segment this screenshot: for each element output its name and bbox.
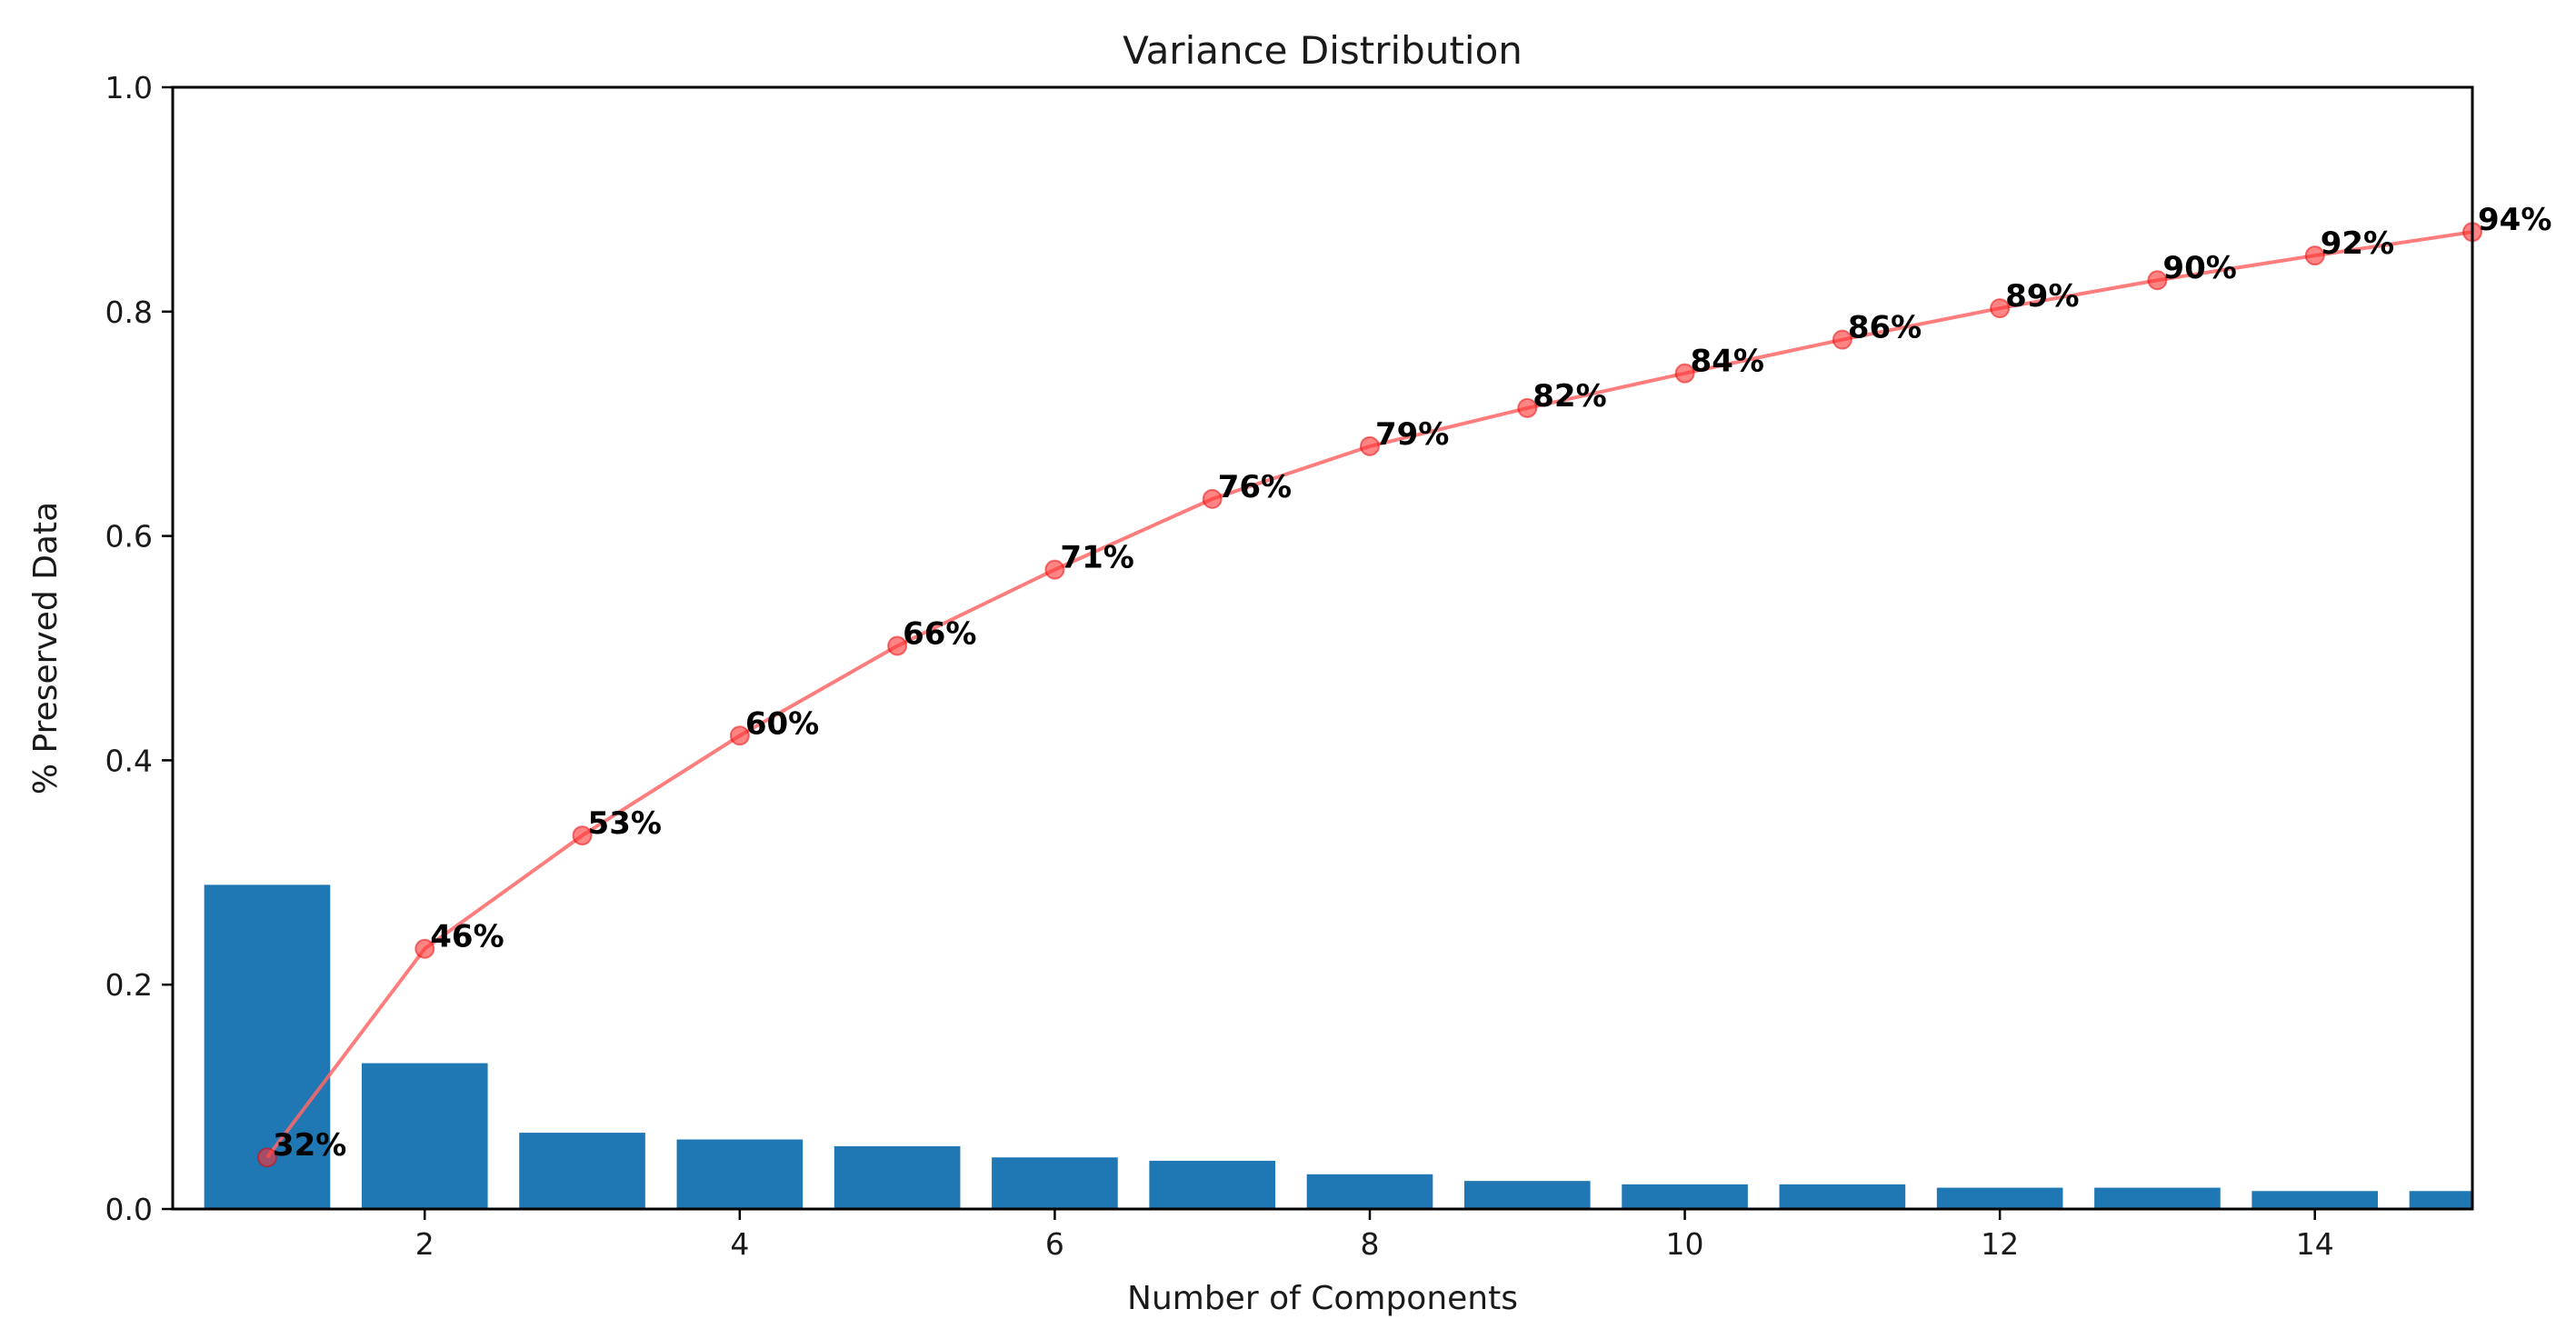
data-label-14: 92% <box>2321 225 2394 262</box>
x-tick-label: 6 <box>1045 1226 1064 1262</box>
y-axis-ticks: 0.0 0.2 0.4 0.6 0.8 1.0 <box>105 70 173 1227</box>
bar-12 <box>1936 1187 2063 1209</box>
cumulative-line-layer <box>256 222 2482 1168</box>
y-tick-label: 0.4 <box>105 743 153 778</box>
x-tick-label: 14 <box>2296 1226 2334 1262</box>
data-label-9: 82% <box>1533 378 1606 415</box>
axes-frame <box>171 85 2474 1211</box>
bar-4 <box>676 1139 804 1209</box>
data-label-4: 60% <box>745 705 819 742</box>
data-label-1: 32% <box>273 1127 346 1164</box>
line-point-2 <box>414 938 435 959</box>
y-axis-label: % Preserved Data <box>27 502 65 794</box>
line-point-5 <box>887 635 908 656</box>
data-label-8: 79% <box>1375 416 1449 453</box>
data-label-5: 66% <box>903 616 976 653</box>
data-label-6: 71% <box>1060 540 1133 576</box>
data-labels-layer: 32% 46% 53% 60% 66% 71% 76% 79% 82% 84% 86% 89% 90% 9… <box>273 202 2551 1164</box>
data-label-13: 90% <box>2162 250 2236 286</box>
bar-3 <box>519 1133 645 1209</box>
bar-6 <box>992 1157 1118 1209</box>
line-point-8 <box>1359 435 1380 456</box>
x-tick-label: 10 <box>1666 1226 1704 1262</box>
x-axis-label: Number of Components <box>1127 1280 1518 1317</box>
x-tick-label: 8 <box>1360 1226 1379 1262</box>
data-label-10: 84% <box>1691 344 1764 380</box>
chart-title: Variance Distribution <box>1123 28 1523 73</box>
data-label-15: 94% <box>2478 202 2551 238</box>
line-point-3 <box>572 825 593 846</box>
bar-5 <box>834 1145 961 1209</box>
data-label-3: 53% <box>588 805 662 842</box>
bar-11 <box>1779 1184 1906 1209</box>
line-point-6 <box>1044 559 1065 580</box>
y-tick-label: 0.8 <box>105 295 153 330</box>
line-point-4 <box>729 725 750 746</box>
line-point-7 <box>1202 488 1223 509</box>
line-point-11 <box>1832 329 1852 350</box>
bar-15 <box>2409 1191 2472 1209</box>
line-point-10 <box>1674 363 1695 384</box>
y-tick-label: 1.0 <box>105 70 153 105</box>
y-tick-label: 0.0 <box>105 1192 153 1227</box>
bar-8 <box>1306 1174 1433 1209</box>
x-tick-label: 4 <box>730 1226 749 1262</box>
bars-layer <box>204 884 2472 1209</box>
data-label-2: 46% <box>430 919 504 955</box>
data-label-7: 76% <box>1218 469 1292 505</box>
line-point-12 <box>1990 298 2011 319</box>
y-tick-label: 0.6 <box>105 519 153 555</box>
bar-10 <box>1622 1184 1748 1209</box>
data-label-11: 86% <box>1848 310 1922 346</box>
bar-7 <box>1149 1160 1276 1209</box>
line-point-9 <box>1517 397 1538 418</box>
bar-2 <box>361 1063 488 1209</box>
data-label-12: 89% <box>2005 278 2079 315</box>
x-axis-ticks: 2 4 6 8 10 12 14 <box>415 1209 2334 1262</box>
x-tick-label: 12 <box>1981 1226 2019 1262</box>
x-tick-label: 2 <box>415 1226 434 1262</box>
line-point-1 <box>256 1147 277 1168</box>
bar-14 <box>2252 1191 2379 1209</box>
y-tick-label: 0.2 <box>105 967 153 1003</box>
line-point-14 <box>2304 245 2325 266</box>
bar-9 <box>1463 1181 1591 1209</box>
bar-13 <box>2094 1187 2221 1209</box>
line-point-13 <box>2147 270 2168 291</box>
